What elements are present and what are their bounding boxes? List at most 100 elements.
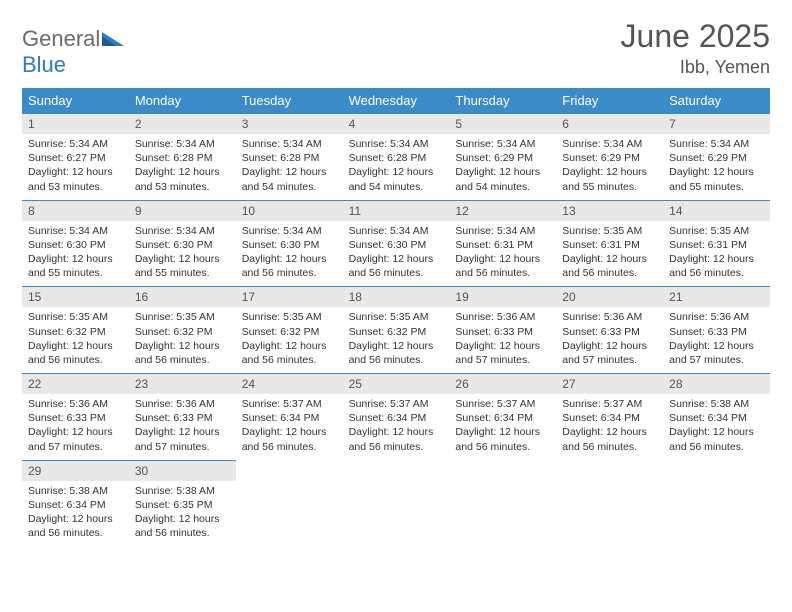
logo-flag-icon: [102, 26, 124, 51]
calendar-cell: 30Sunrise: 5:38 AMSunset: 6:35 PMDayligh…: [129, 460, 236, 547]
calendar-cell: 15Sunrise: 5:35 AMSunset: 6:32 PMDayligh…: [22, 286, 129, 373]
day-number: 30: [129, 461, 236, 481]
day-number: 28: [663, 374, 770, 394]
day-info: Sunrise: 5:34 AMSunset: 6:28 PMDaylight:…: [129, 134, 236, 200]
day-info: Sunrise: 5:37 AMSunset: 6:34 PMDaylight:…: [556, 394, 663, 460]
calendar-cell: 19Sunrise: 5:36 AMSunset: 6:33 PMDayligh…: [449, 286, 556, 373]
day-number: 5: [449, 114, 556, 134]
day-info: Sunrise: 5:37 AMSunset: 6:34 PMDaylight:…: [236, 394, 343, 460]
day-number: 19: [449, 287, 556, 307]
calendar-cell: 18Sunrise: 5:35 AMSunset: 6:32 PMDayligh…: [343, 286, 450, 373]
day-info: Sunrise: 5:34 AMSunset: 6:30 PMDaylight:…: [236, 221, 343, 287]
day-number: 2: [129, 114, 236, 134]
day-info: Sunrise: 5:38 AMSunset: 6:34 PMDaylight:…: [663, 394, 770, 460]
day-info: Sunrise: 5:34 AMSunset: 6:27 PMDaylight:…: [22, 134, 129, 200]
title-block: June 2025 Ibb, Yemen: [621, 18, 770, 78]
header: GeneralBlue June 2025 Ibb, Yemen: [22, 18, 770, 78]
day-number: 11: [343, 201, 450, 221]
calendar-cell: 28Sunrise: 5:38 AMSunset: 6:34 PMDayligh…: [663, 373, 770, 460]
day-number: 25: [343, 374, 450, 394]
weekday-header: Friday: [556, 88, 663, 113]
day-number: 18: [343, 287, 450, 307]
calendar-cell: 8Sunrise: 5:34 AMSunset: 6:30 PMDaylight…: [22, 200, 129, 287]
day-number: 17: [236, 287, 343, 307]
day-number: 1: [22, 114, 129, 134]
calendar-cell: 12Sunrise: 5:34 AMSunset: 6:31 PMDayligh…: [449, 200, 556, 287]
day-info: Sunrise: 5:36 AMSunset: 6:33 PMDaylight:…: [663, 307, 770, 373]
calendar-cell: 27Sunrise: 5:37 AMSunset: 6:34 PMDayligh…: [556, 373, 663, 460]
day-info: Sunrise: 5:35 AMSunset: 6:32 PMDaylight:…: [236, 307, 343, 373]
day-info: Sunrise: 5:35 AMSunset: 6:31 PMDaylight:…: [663, 221, 770, 287]
day-info: Sunrise: 5:35 AMSunset: 6:31 PMDaylight:…: [556, 221, 663, 287]
day-number: 13: [556, 201, 663, 221]
day-number: 29: [22, 461, 129, 481]
weekday-header: Sunday: [22, 88, 129, 113]
day-number: 14: [663, 201, 770, 221]
calendar-cell: 10Sunrise: 5:34 AMSunset: 6:30 PMDayligh…: [236, 200, 343, 287]
calendar-cell: 4Sunrise: 5:34 AMSunset: 6:28 PMDaylight…: [343, 113, 450, 200]
day-info: Sunrise: 5:35 AMSunset: 6:32 PMDaylight:…: [129, 307, 236, 373]
day-info: Sunrise: 5:34 AMSunset: 6:29 PMDaylight:…: [556, 134, 663, 200]
empty-cell: [343, 460, 450, 547]
day-number: 6: [556, 114, 663, 134]
day-number: 12: [449, 201, 556, 221]
day-info: Sunrise: 5:35 AMSunset: 6:32 PMDaylight:…: [343, 307, 450, 373]
day-info: Sunrise: 5:36 AMSunset: 6:33 PMDaylight:…: [556, 307, 663, 373]
empty-cell: [449, 460, 556, 547]
day-info: Sunrise: 5:34 AMSunset: 6:30 PMDaylight:…: [343, 221, 450, 287]
calendar-grid: SundayMondayTuesdayWednesdayThursdayFrid…: [22, 88, 770, 546]
day-number: 21: [663, 287, 770, 307]
logo-part1: General: [22, 26, 100, 51]
calendar-cell: 7Sunrise: 5:34 AMSunset: 6:29 PMDaylight…: [663, 113, 770, 200]
day-info: Sunrise: 5:38 AMSunset: 6:35 PMDaylight:…: [129, 481, 236, 547]
logo-part2: Blue: [22, 52, 66, 77]
day-info: Sunrise: 5:34 AMSunset: 6:30 PMDaylight:…: [129, 221, 236, 287]
day-info: Sunrise: 5:34 AMSunset: 6:28 PMDaylight:…: [236, 134, 343, 200]
day-info: Sunrise: 5:37 AMSunset: 6:34 PMDaylight:…: [449, 394, 556, 460]
day-info: Sunrise: 5:36 AMSunset: 6:33 PMDaylight:…: [129, 394, 236, 460]
weekday-header: Wednesday: [343, 88, 450, 113]
empty-cell: [663, 460, 770, 547]
calendar-cell: 21Sunrise: 5:36 AMSunset: 6:33 PMDayligh…: [663, 286, 770, 373]
calendar-cell: 9Sunrise: 5:34 AMSunset: 6:30 PMDaylight…: [129, 200, 236, 287]
day-number: 26: [449, 374, 556, 394]
day-info: Sunrise: 5:34 AMSunset: 6:28 PMDaylight:…: [343, 134, 450, 200]
calendar-cell: 25Sunrise: 5:37 AMSunset: 6:34 PMDayligh…: [343, 373, 450, 460]
day-info: Sunrise: 5:34 AMSunset: 6:29 PMDaylight:…: [449, 134, 556, 200]
day-number: 8: [22, 201, 129, 221]
day-number: 16: [129, 287, 236, 307]
day-number: 23: [129, 374, 236, 394]
calendar-cell: 24Sunrise: 5:37 AMSunset: 6:34 PMDayligh…: [236, 373, 343, 460]
empty-cell: [556, 460, 663, 547]
day-number: 3: [236, 114, 343, 134]
empty-cell: [236, 460, 343, 547]
weekday-header: Saturday: [663, 88, 770, 113]
day-number: 4: [343, 114, 450, 134]
day-info: Sunrise: 5:34 AMSunset: 6:30 PMDaylight:…: [22, 221, 129, 287]
calendar-cell: 14Sunrise: 5:35 AMSunset: 6:31 PMDayligh…: [663, 200, 770, 287]
calendar-cell: 16Sunrise: 5:35 AMSunset: 6:32 PMDayligh…: [129, 286, 236, 373]
calendar-cell: 2Sunrise: 5:34 AMSunset: 6:28 PMDaylight…: [129, 113, 236, 200]
calendar-cell: 3Sunrise: 5:34 AMSunset: 6:28 PMDaylight…: [236, 113, 343, 200]
day-number: 10: [236, 201, 343, 221]
day-number: 7: [663, 114, 770, 134]
calendar-cell: 1Sunrise: 5:34 AMSunset: 6:27 PMDaylight…: [22, 113, 129, 200]
day-number: 24: [236, 374, 343, 394]
calendar-cell: 23Sunrise: 5:36 AMSunset: 6:33 PMDayligh…: [129, 373, 236, 460]
calendar-cell: 29Sunrise: 5:38 AMSunset: 6:34 PMDayligh…: [22, 460, 129, 547]
weekday-header: Monday: [129, 88, 236, 113]
day-number: 20: [556, 287, 663, 307]
day-info: Sunrise: 5:35 AMSunset: 6:32 PMDaylight:…: [22, 307, 129, 373]
calendar-cell: 17Sunrise: 5:35 AMSunset: 6:32 PMDayligh…: [236, 286, 343, 373]
calendar-cell: 11Sunrise: 5:34 AMSunset: 6:30 PMDayligh…: [343, 200, 450, 287]
calendar-cell: 6Sunrise: 5:34 AMSunset: 6:29 PMDaylight…: [556, 113, 663, 200]
day-info: Sunrise: 5:34 AMSunset: 6:29 PMDaylight:…: [663, 134, 770, 200]
day-number: 15: [22, 287, 129, 307]
calendar-cell: 22Sunrise: 5:36 AMSunset: 6:33 PMDayligh…: [22, 373, 129, 460]
calendar-cell: 5Sunrise: 5:34 AMSunset: 6:29 PMDaylight…: [449, 113, 556, 200]
logo-text: GeneralBlue: [22, 26, 124, 78]
weekday-header: Tuesday: [236, 88, 343, 113]
month-title: June 2025: [621, 18, 770, 55]
day-number: 9: [129, 201, 236, 221]
day-info: Sunrise: 5:34 AMSunset: 6:31 PMDaylight:…: [449, 221, 556, 287]
